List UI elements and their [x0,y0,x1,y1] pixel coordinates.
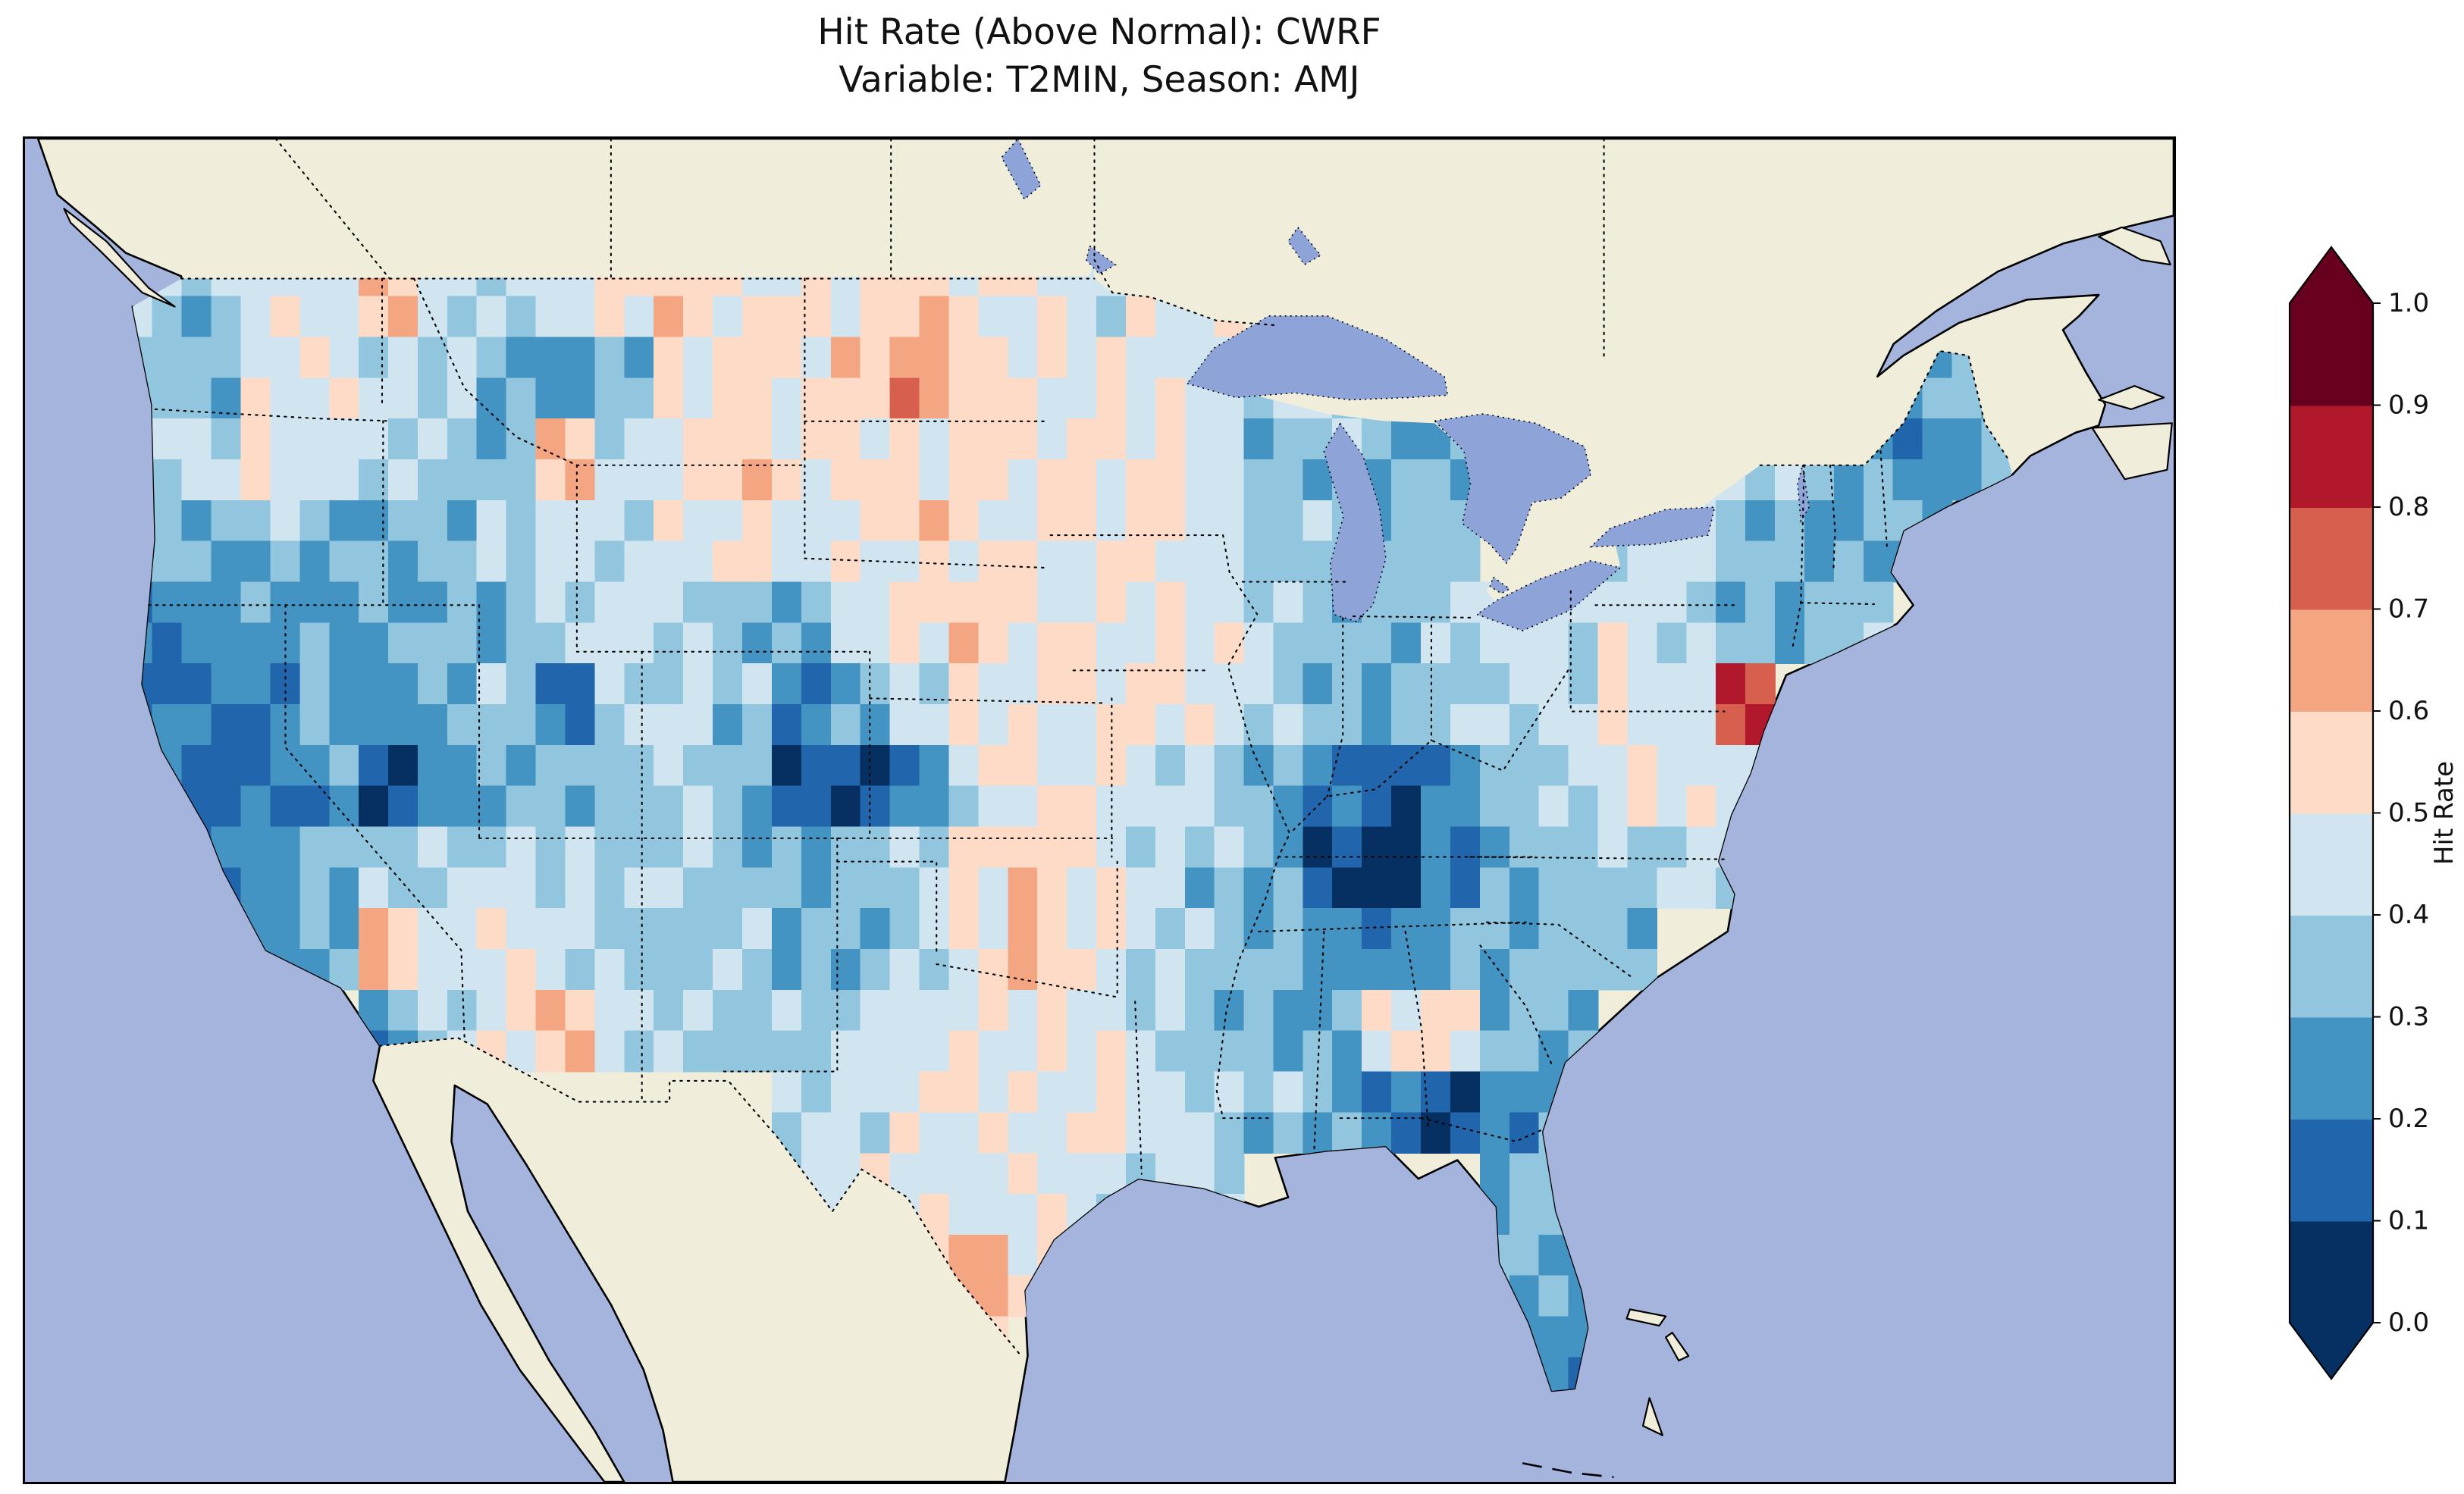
figure-title: Hit Rate (Above Normal): CWRF Variable: … [23,9,2176,105]
colorbar-under-arrow [2290,1323,2373,1379]
figure-title-line2: Variable: T2MIN, Season: AMJ [839,58,1360,101]
colorbar-tick-label: 0.2 [2388,1104,2429,1134]
colorbar-tick-label: 0.6 [2388,696,2429,726]
colorbar-tick-label: 0.9 [2388,390,2429,421]
colorbar-tick-label: 0.4 [2388,900,2429,930]
colorbar-tick-label: 0.8 [2388,492,2429,522]
map-axes [23,136,2176,1484]
colorbar-tick-label: 1.0 [2388,288,2429,318]
islands-layer [63,208,2173,1479]
colorbar-tick-label: 0.3 [2388,1002,2429,1032]
colorbar-tick-label: 0.1 [2388,1206,2429,1236]
great-lakes-layer [1001,139,1810,631]
us-hit-rate-map [25,139,2174,1482]
colorbar-svg: 0.0 0.1 0.2 0.3 0.4 0.5 0.6 0.7 0.8 0.9 1.0 Hit Rat… [2288,246,2459,1380]
political-borders-layer [148,139,2009,1357]
colorbar-axis-label: Hit Rate [2429,761,2459,865]
colorbar-over-arrow [2290,247,2373,303]
figure-title-line1: Hit Rate (Above Normal): CWRF [817,11,1381,53]
colorbar-tick-label: 0.0 [2388,1308,2429,1338]
colorbar: 0.0 0.1 0.2 0.3 0.4 0.5 0.6 0.7 0.8 0.9 1.0 Hit Rat… [2243,212,2464,1440]
colorbar-tick-label: 0.7 [2388,594,2429,625]
colorbar-tick-label: 0.5 [2388,798,2429,828]
